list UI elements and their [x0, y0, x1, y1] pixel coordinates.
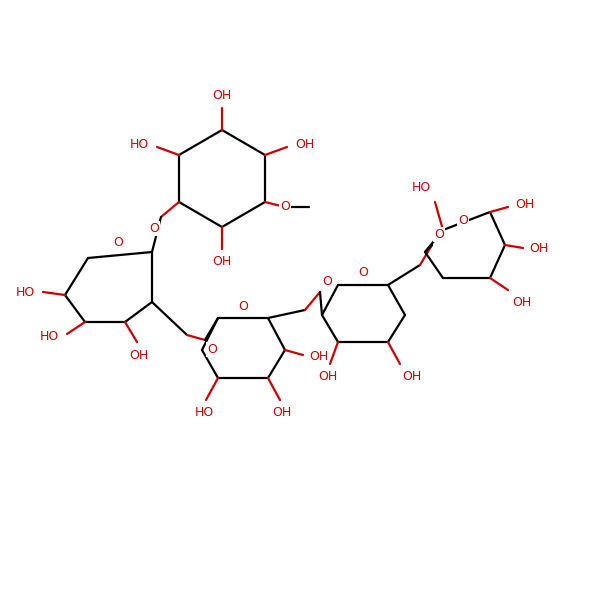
- Text: O: O: [207, 343, 217, 356]
- Text: HO: HO: [130, 139, 149, 151]
- Text: HO: HO: [412, 181, 431, 194]
- Text: OH: OH: [309, 350, 328, 364]
- Text: OH: OH: [212, 255, 232, 268]
- Text: OH: OH: [295, 139, 314, 151]
- Text: OH: OH: [529, 242, 548, 256]
- Text: O: O: [280, 200, 290, 214]
- Text: OH: OH: [272, 406, 292, 419]
- Text: O: O: [458, 214, 468, 226]
- Text: OH: OH: [130, 349, 149, 362]
- Text: HO: HO: [16, 286, 35, 298]
- Text: O: O: [238, 301, 248, 313]
- Text: O: O: [358, 266, 368, 280]
- Text: HO: HO: [40, 331, 59, 343]
- Text: O: O: [434, 228, 444, 241]
- Text: OH: OH: [512, 296, 531, 309]
- Text: OH: OH: [515, 199, 534, 211]
- Text: OH: OH: [319, 370, 338, 383]
- Text: HO: HO: [194, 406, 214, 419]
- Text: O: O: [113, 236, 123, 250]
- Text: OH: OH: [402, 370, 421, 383]
- Text: O: O: [322, 275, 332, 288]
- Text: O: O: [149, 222, 159, 235]
- Text: OH: OH: [212, 89, 232, 102]
